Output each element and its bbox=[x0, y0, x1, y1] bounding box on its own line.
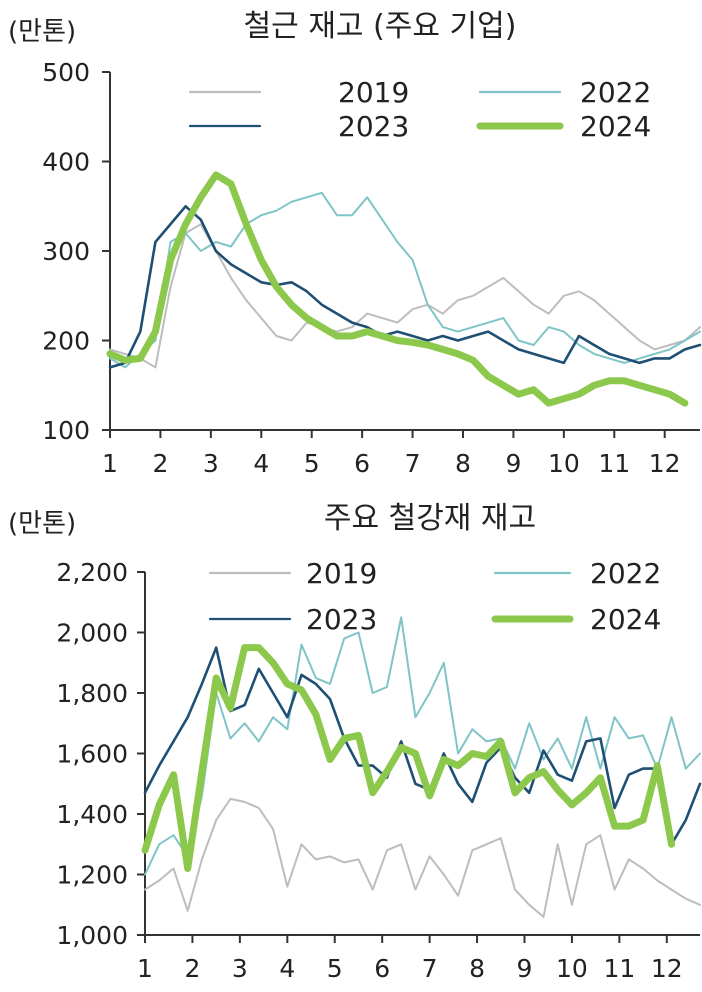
x-tick-label: 6 bbox=[374, 954, 390, 983]
y-tick-label: 1,000 bbox=[56, 921, 128, 950]
x-tick-label: 4 bbox=[279, 954, 295, 983]
x-tick-label: 1 bbox=[102, 449, 118, 478]
legend-label-2022: 2022 bbox=[580, 76, 651, 109]
series-line-2023 bbox=[108, 205, 702, 369]
y-tick-label: 1,400 bbox=[56, 800, 128, 829]
x-tick-label: 1 bbox=[137, 954, 153, 983]
legend-label-2024: 2024 bbox=[590, 603, 661, 636]
x-tick-label: 6 bbox=[354, 449, 370, 478]
x-tick-label: 4 bbox=[253, 449, 269, 478]
x-tick-label: 12 bbox=[649, 449, 681, 478]
x-tick-label: 5 bbox=[327, 954, 343, 983]
x-tick-label: 7 bbox=[405, 449, 421, 478]
y-tick-label: 1,800 bbox=[56, 679, 128, 708]
x-tick-label: 2 bbox=[152, 449, 168, 478]
y-tick-label: 400 bbox=[42, 148, 90, 177]
y-tick-label: 500 bbox=[42, 58, 90, 87]
series-line-2019 bbox=[109, 223, 701, 369]
legend-label-2023: 2023 bbox=[338, 110, 409, 143]
x-tick-label: 8 bbox=[469, 954, 485, 983]
y-tick-label: 1,200 bbox=[56, 861, 128, 890]
y-tick-label: 1,600 bbox=[56, 740, 128, 769]
x-tick-label: 2 bbox=[184, 954, 200, 983]
series-line-2024 bbox=[106, 171, 689, 407]
series-line-2022 bbox=[144, 616, 701, 876]
series-line-2022 bbox=[109, 191, 701, 369]
y-unit-label: (만톤) bbox=[8, 509, 76, 539]
legend-label-2019: 2019 bbox=[306, 557, 377, 590]
legend-label-2023: 2023 bbox=[306, 603, 377, 636]
y-unit-label: (만톤) bbox=[8, 17, 76, 47]
y-tick-label: 100 bbox=[42, 416, 90, 445]
x-tick-label: 3 bbox=[203, 449, 219, 478]
y-tick-label: 2,200 bbox=[56, 558, 128, 587]
series-line-2019 bbox=[144, 797, 701, 918]
chart-panel-bottom: (만톤) 주요 철강재 재고 1,000 1,200 1,400 1,600 1,800… bbox=[8, 501, 702, 983]
x-tick-label: 3 bbox=[232, 954, 248, 983]
series-line-2024 bbox=[141, 644, 675, 872]
x-tick-label: 10 bbox=[548, 449, 580, 478]
x-tick-label: 8 bbox=[455, 449, 471, 478]
legend-label-2024: 2024 bbox=[580, 110, 651, 143]
chart-title: 주요 철강재 재고 bbox=[324, 501, 536, 536]
y-tick-label: 200 bbox=[42, 327, 90, 356]
x-tick-label: 11 bbox=[603, 954, 635, 983]
x-tick-label: 11 bbox=[598, 449, 630, 478]
legend-label-2022: 2022 bbox=[590, 557, 661, 590]
x-tick-label: 7 bbox=[422, 954, 438, 983]
y-tick-label: 2,000 bbox=[56, 619, 128, 648]
chart-title: 철근 재고 (주요 기업) bbox=[244, 9, 517, 44]
x-tick-label: 10 bbox=[556, 954, 588, 983]
x-tick-label: 9 bbox=[517, 954, 533, 983]
x-tick-label: 12 bbox=[651, 954, 683, 983]
series-line-2023 bbox=[143, 646, 702, 846]
x-tick-label: 9 bbox=[505, 449, 521, 478]
legend-label-2019: 2019 bbox=[338, 76, 409, 109]
x-tick-label: 5 bbox=[304, 449, 320, 478]
y-tick-label: 300 bbox=[42, 237, 90, 266]
